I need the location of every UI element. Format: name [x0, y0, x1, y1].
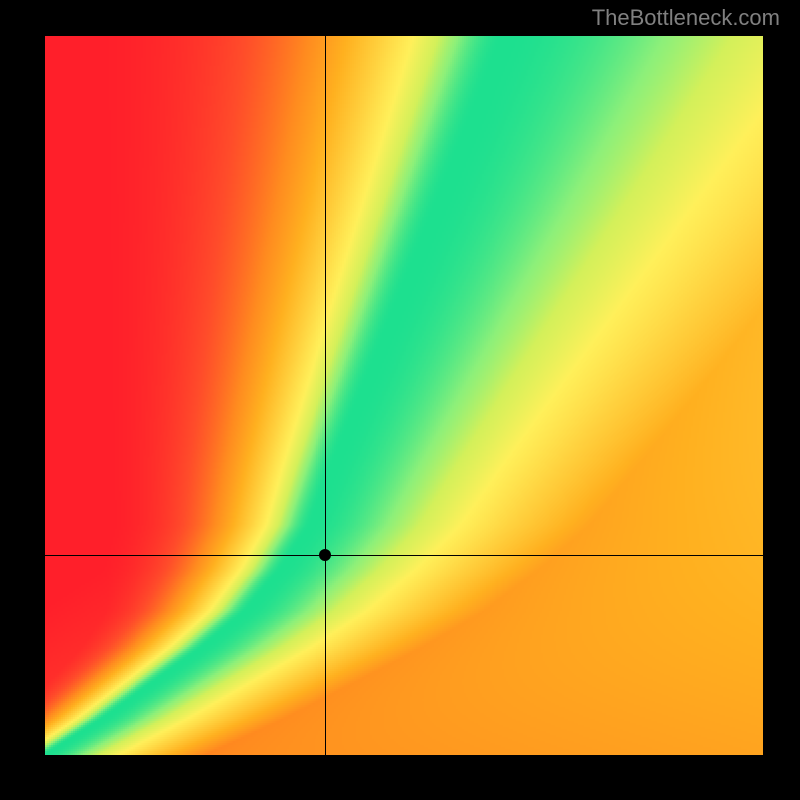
chart-container: TheBottleneck.com [0, 0, 800, 800]
crosshair-vertical [325, 36, 326, 755]
watermark-text: TheBottleneck.com [592, 5, 780, 31]
crosshair-horizontal [45, 555, 763, 556]
bottleneck-heatmap [45, 36, 763, 755]
crosshair-marker [319, 549, 331, 561]
